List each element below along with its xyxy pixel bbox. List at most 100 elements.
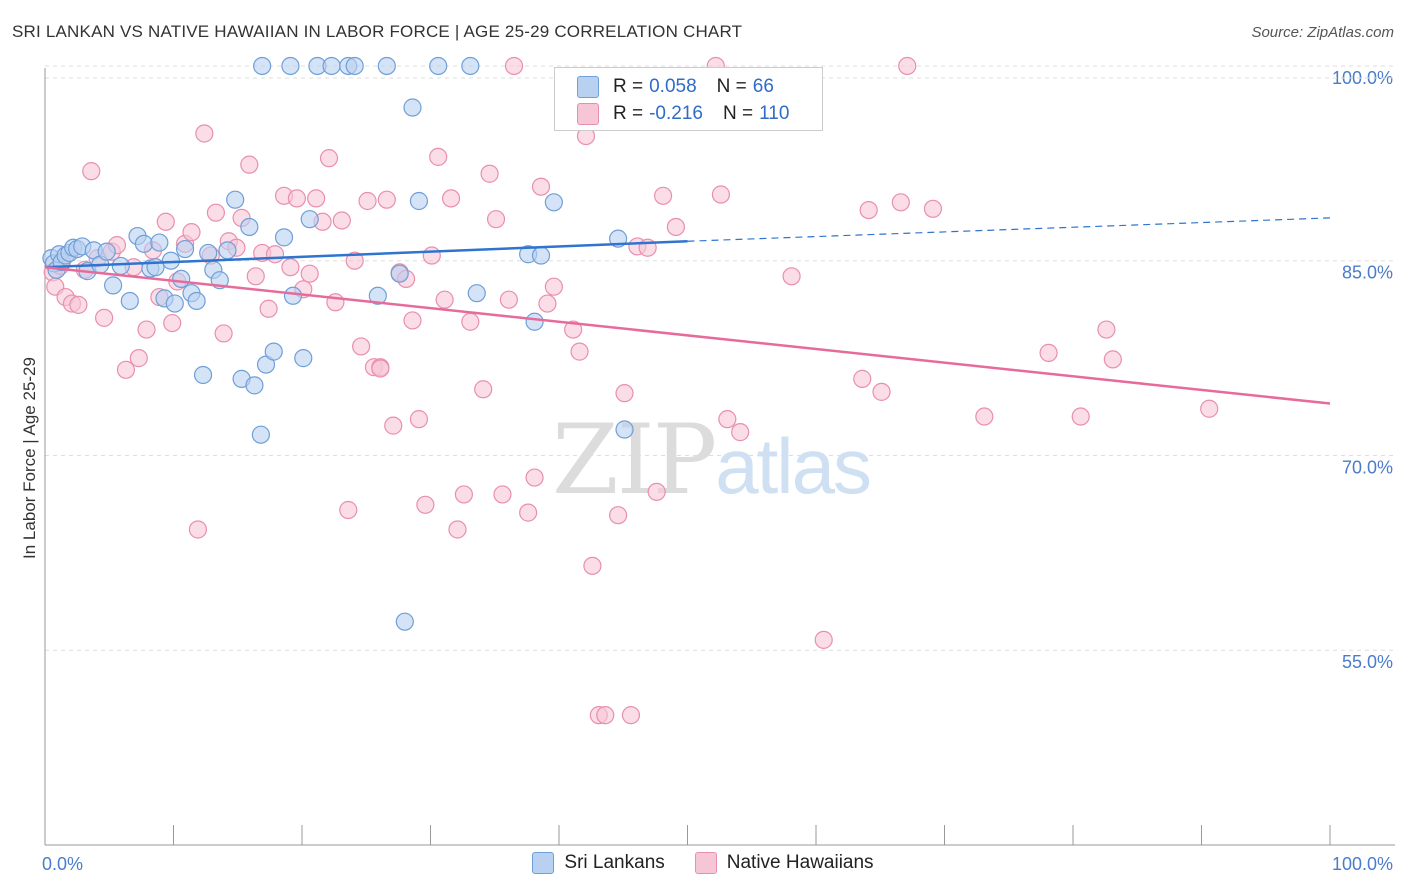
- sri-lankan-point: [345, 56, 364, 76]
- sri-lankan-point: [245, 376, 264, 395]
- sri-lankan-point: [395, 612, 414, 631]
- native-hawaiian-point: [319, 149, 339, 168]
- native-hawaiian-point: [718, 410, 737, 429]
- native-hawaiian-point: [188, 520, 208, 539]
- sri-lankan-point: [120, 291, 139, 311]
- native-hawaiian-point: [609, 506, 628, 525]
- sri-lankan-point: [294, 349, 313, 368]
- native-hawaiian-point: [454, 485, 474, 504]
- native-hawaiian-point: [195, 124, 214, 143]
- native-hawaiian-point: [240, 155, 259, 174]
- native-hawaiian-point: [116, 360, 136, 379]
- sri-lankan-point: [165, 294, 184, 313]
- sri-lankan-point: [467, 284, 486, 303]
- native-hawaiian-point: [1200, 399, 1219, 418]
- native-hawaiian-point: [531, 177, 551, 196]
- sri-lankan-point: [377, 56, 396, 76]
- native-hawaiian-point: [1103, 350, 1122, 369]
- sri-lankan-trend-line: [44, 240, 688, 269]
- x-tick-label-max: 100.0%: [1332, 854, 1393, 874]
- native-hawaiian-point: [246, 267, 265, 286]
- sri-lankan-point: [429, 56, 448, 76]
- native-hawaiian-point: [493, 485, 512, 504]
- sri-lankan-point: [97, 242, 116, 261]
- native-hawaiian-point: [504, 56, 524, 76]
- native-hawaiian-point: [898, 56, 917, 76]
- native-hawaiian-point: [384, 416, 403, 435]
- legend-item-sri-lankans[interactable]: Sri Lankans: [532, 852, 665, 874]
- native-hawaiian-point: [441, 189, 461, 208]
- sri-lankan-point: [199, 243, 218, 263]
- native-hawaiian-point: [448, 520, 467, 539]
- legend-n-label: N =: [716, 76, 747, 97]
- legend-label-native-hawaiians: Native Hawaiians: [726, 852, 874, 873]
- sri-lankan-point: [253, 56, 272, 76]
- sri-lankan-point: [322, 56, 341, 76]
- watermark-zip: ZIP: [552, 404, 717, 516]
- native-hawaiian-point: [596, 706, 615, 725]
- legend-swatch-pink: [694, 852, 717, 874]
- legend-row-native-hawaiians: R = -0.216 N = 110: [577, 103, 789, 125]
- sri-lankan-point: [544, 193, 563, 212]
- native-hawaiian-point: [499, 290, 518, 309]
- native-hawaiian-point: [429, 147, 448, 166]
- native-hawaiian-point: [666, 217, 686, 237]
- sri-lankan-point: [134, 234, 154, 253]
- native-hawaiian-point: [647, 482, 666, 501]
- native-hawaiian-point: [853, 369, 872, 388]
- sri-lankan-point: [615, 420, 634, 439]
- native-hawaiian-point: [214, 324, 233, 343]
- native-hawaiian-point: [129, 349, 148, 368]
- native-hawaiian-point: [1071, 407, 1090, 426]
- native-hawaiian-point: [731, 423, 750, 442]
- native-hawaiian-point: [182, 223, 201, 242]
- series-legend: Sri Lankans Native Hawaiians: [0, 852, 1406, 874]
- native-hawaiian-point: [403, 311, 422, 330]
- native-hawaiian-point: [538, 294, 557, 313]
- native-hawaiian-point: [332, 211, 351, 230]
- native-hawaiian-point: [1039, 343, 1058, 363]
- native-hawaiian-point: [519, 503, 538, 522]
- sri-lankan-point: [274, 228, 294, 247]
- legend-r-label: R =: [613, 103, 644, 124]
- x-tick-label-min: 0.0%: [42, 854, 83, 874]
- sri-lankan-point: [175, 239, 195, 259]
- sri-lankan-point: [104, 276, 123, 295]
- native-hawaiian-point: [621, 706, 641, 725]
- native-hawaiian-point: [486, 210, 506, 229]
- native-hawaiian-point: [544, 277, 563, 296]
- sri-lankan-point: [193, 365, 213, 385]
- native-hawaiian-point: [345, 251, 364, 270]
- native-hawaiian-point: [95, 308, 114, 327]
- native-hawaiian-point: [206, 203, 226, 222]
- native-hawaiian-point: [891, 193, 910, 212]
- sri-lankan-point: [251, 425, 270, 444]
- native-hawaiian-point: [259, 299, 278, 318]
- chart-title: SRI LANKAN VS NATIVE HAWAIIAN IN LABOR F…: [12, 22, 743, 41]
- y-axis-label: In Labor Force | Age 25-29: [20, 357, 39, 559]
- legend-row-sri-lankans: R = 0.058 N = 66: [577, 76, 774, 98]
- native-hawaiian-point: [287, 189, 306, 208]
- native-hawaiian-point: [570, 342, 589, 361]
- sri-lankan-point: [226, 190, 245, 209]
- legend-r-value-native-hawaiians: -0.216: [649, 103, 703, 124]
- legend-item-native-hawaiians[interactable]: Native Hawaiians: [694, 852, 874, 874]
- native-hawaiian-point: [583, 556, 602, 575]
- native-hawaiian-point: [711, 185, 731, 204]
- legend-r-value-sri-lankans: 0.058: [649, 76, 697, 97]
- sri-lankan-point: [218, 241, 237, 260]
- legend-label-sri-lankans: Sri Lankans: [564, 852, 665, 873]
- legend-n-value-sri-lankans: 66: [752, 76, 774, 97]
- sri-lankan-point: [172, 269, 191, 289]
- y-tick-label: 85.0%: [1342, 263, 1393, 283]
- native-hawaiian-point: [265, 245, 285, 264]
- native-hawaiian-point: [525, 468, 544, 487]
- native-hawaiian-point: [69, 295, 88, 314]
- sri-lankan-point: [111, 256, 130, 276]
- native-hawaiian-point: [975, 407, 994, 426]
- native-hawaiian-point: [409, 410, 429, 429]
- y-tick-label: 70.0%: [1342, 457, 1393, 477]
- native-hawaiian-point: [281, 258, 300, 277]
- legend-r-label: R =: [613, 76, 644, 97]
